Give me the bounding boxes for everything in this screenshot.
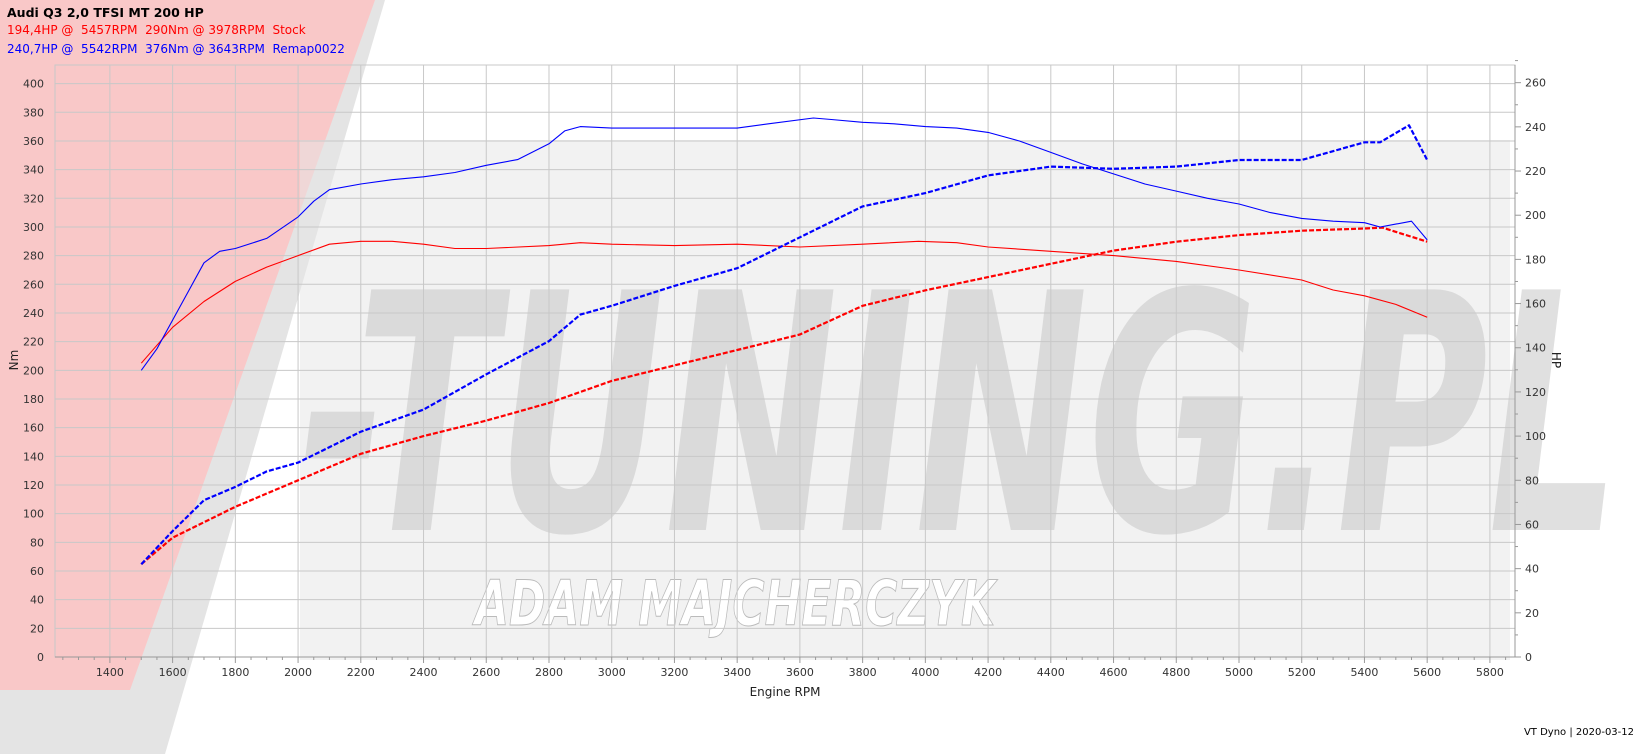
x-tick-label: 5600 xyxy=(1413,666,1441,679)
footer-text: VT Dyno | 2020-03-12 xyxy=(1523,727,1634,738)
y-tick-label: 0 xyxy=(37,651,44,664)
y2-axis-label: HP xyxy=(1549,352,1563,368)
y-tick-label: 300 xyxy=(23,221,44,234)
y-tick-label: 180 xyxy=(23,393,44,406)
x-tick-label: 5200 xyxy=(1288,666,1316,679)
y-tick-label: 20 xyxy=(30,622,44,635)
x-tick-label: 1800 xyxy=(221,666,249,679)
y2-tick-label: 120 xyxy=(1525,386,1546,399)
x-tick-label: 4000 xyxy=(911,666,939,679)
x-axis-label: Engine RPM xyxy=(750,685,821,699)
y2-tick-label: 0 xyxy=(1525,651,1532,664)
svg-text:-TUNING.PL: -TUNING.PL xyxy=(300,224,1620,608)
stock-summary: 194,4HP @ 5457RPM 290Nm @ 3978RPM Stock xyxy=(7,23,306,37)
y2-tick-label: 40 xyxy=(1525,563,1539,576)
y2-tick-label: 220 xyxy=(1525,165,1546,178)
x-tick-label: 2600 xyxy=(472,666,500,679)
x-tick-label: 2400 xyxy=(410,666,438,679)
y2-tick-label: 200 xyxy=(1525,209,1546,222)
series-lines xyxy=(140,117,1429,566)
y-tick-label: 340 xyxy=(23,164,44,177)
x-tick-label: 3600 xyxy=(786,666,814,679)
series-stock-torque xyxy=(140,240,1428,364)
y-tick-label: 320 xyxy=(23,192,44,205)
x-tick-label: 3000 xyxy=(598,666,626,679)
y-tick-label: 140 xyxy=(23,450,44,463)
series-stock-power xyxy=(140,226,1428,566)
y-tick-label: 240 xyxy=(23,307,44,320)
x-tick-label: 3200 xyxy=(660,666,688,679)
y-tick-label: 40 xyxy=(30,594,44,607)
y2-tick-label: 20 xyxy=(1525,607,1539,620)
y-tick-label: 160 xyxy=(23,422,44,435)
y-tick-label: 380 xyxy=(23,106,44,119)
y2-tick-label: 140 xyxy=(1525,342,1546,355)
y2-tick-label: 180 xyxy=(1525,253,1546,266)
remap-summary: 240,7HP @ 5542RPM 376Nm @ 3643RPM Remap0… xyxy=(7,42,345,56)
series-remap0022-power xyxy=(140,124,1429,565)
y-tick-label: 80 xyxy=(30,536,44,549)
y2-tick-label: 160 xyxy=(1525,298,1546,311)
y-tick-label: 220 xyxy=(23,336,44,349)
y2-tick-label: 260 xyxy=(1525,77,1546,90)
y-tick-label: 100 xyxy=(23,508,44,521)
x-tick-label: 2200 xyxy=(347,666,375,679)
y-tick-label: 120 xyxy=(23,479,44,492)
y-tick-label: 260 xyxy=(23,278,44,291)
y-tick-label: 400 xyxy=(23,78,44,91)
y-tick-label: 280 xyxy=(23,250,44,263)
axes: 1400 1600 1800 2000 2200 2400 2600 2800 3000 3200… xyxy=(23,60,1546,679)
x-tick-label: 1600 xyxy=(159,666,187,679)
y2-tick-label: 80 xyxy=(1525,474,1539,487)
x-tick-label: 1400 xyxy=(96,666,124,679)
x-tick-label: 5400 xyxy=(1350,666,1378,679)
y-tick-label: 200 xyxy=(23,364,44,377)
y2-tick-label: 240 xyxy=(1525,121,1546,134)
series-remap0022-torque xyxy=(140,117,1428,371)
chart-title: Audi Q3 2,0 TFSI MT 200 HP xyxy=(7,5,204,20)
x-tick-label: 2000 xyxy=(284,666,312,679)
y-axis-label: Nm xyxy=(7,350,21,371)
x-tick-label: 3400 xyxy=(723,666,751,679)
x-tick-label: 4800 xyxy=(1162,666,1190,679)
x-tick-label: 4600 xyxy=(1100,666,1128,679)
y2-tick-label: 60 xyxy=(1525,518,1539,531)
y-tick-label: 360 xyxy=(23,135,44,148)
x-tick-label: 5800 xyxy=(1476,666,1504,679)
x-tick-label: 3800 xyxy=(849,666,877,679)
x-tick-label: 4400 xyxy=(1037,666,1065,679)
y-tick-label: 60 xyxy=(30,565,44,578)
y2-tick-label: 100 xyxy=(1525,430,1546,443)
x-tick-label: 2800 xyxy=(535,666,563,679)
x-tick-label: 5000 xyxy=(1225,666,1253,679)
x-tick-label: 4200 xyxy=(974,666,1002,679)
svg-text:ADAM MAJCHERCZYK: ADAM MAJCHERCZYK xyxy=(471,567,997,640)
